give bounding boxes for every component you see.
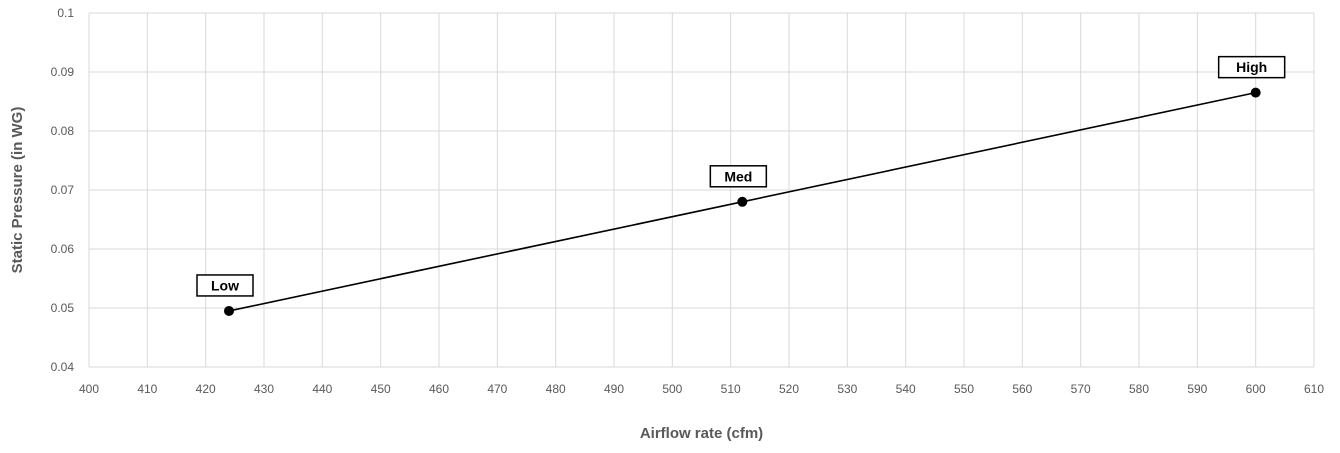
x-tick-label: 610 [1304, 382, 1324, 396]
x-tick-label: 560 [1012, 382, 1032, 396]
x-tick-label: 410 [137, 382, 157, 396]
data-point-marker [737, 196, 748, 207]
x-tick-label: 590 [1187, 382, 1207, 396]
x-tick-label: 520 [779, 382, 799, 396]
y-tick-label: 0.09 [51, 65, 75, 79]
x-tick-label: 530 [837, 382, 857, 396]
x-tick-label: 510 [721, 382, 741, 396]
data-labels: Low Med High [196, 55, 1286, 297]
x-tick-label: 540 [896, 382, 916, 396]
x-tick-label: 500 [662, 382, 682, 396]
x-tick-label: 430 [254, 382, 274, 396]
data-label-box [709, 165, 768, 188]
x-tick-label: 450 [371, 382, 391, 396]
y-tick-label: 0.04 [51, 360, 75, 374]
y-axis-title: Static Pressure (in WG) [9, 107, 26, 274]
x-tick-label: 570 [1071, 382, 1091, 396]
x-tick-label: 550 [954, 382, 974, 396]
data-label: High [1236, 59, 1267, 75]
y-tick-label: 0.08 [51, 124, 75, 138]
data-point-marker [224, 305, 234, 316]
series-layer [224, 87, 1261, 316]
data-label-box [196, 274, 254, 297]
x-tick-label: 420 [196, 382, 216, 396]
x-tick-label: 600 [1246, 382, 1266, 396]
data-point-marker [1250, 87, 1261, 98]
y-tick-label: 0.07 [51, 183, 75, 197]
x-axis-title: Airflow rate (cfm) [640, 425, 763, 442]
x-tick-label: 470 [487, 382, 507, 396]
x-tick-label: 490 [604, 382, 624, 396]
x-tick-label: 440 [312, 382, 332, 396]
data-label-box [1217, 55, 1286, 79]
tick-labels: 400 410 420 430 440 450 460 470 480 490 500 510 520 5… [51, 6, 1325, 396]
grid-layer [88, 12, 1315, 368]
x-tick-label: 400 [79, 382, 99, 396]
y-tick-label: 0.06 [51, 242, 75, 256]
x-tick-label: 460 [429, 382, 449, 396]
data-label: Low [211, 277, 239, 293]
x-tick-label: 580 [1129, 382, 1149, 396]
data-label: Med [724, 168, 752, 184]
y-tick-label: 0.1 [57, 6, 74, 20]
y-tick-label: 0.05 [51, 301, 75, 315]
x-tick-label: 480 [546, 382, 566, 396]
